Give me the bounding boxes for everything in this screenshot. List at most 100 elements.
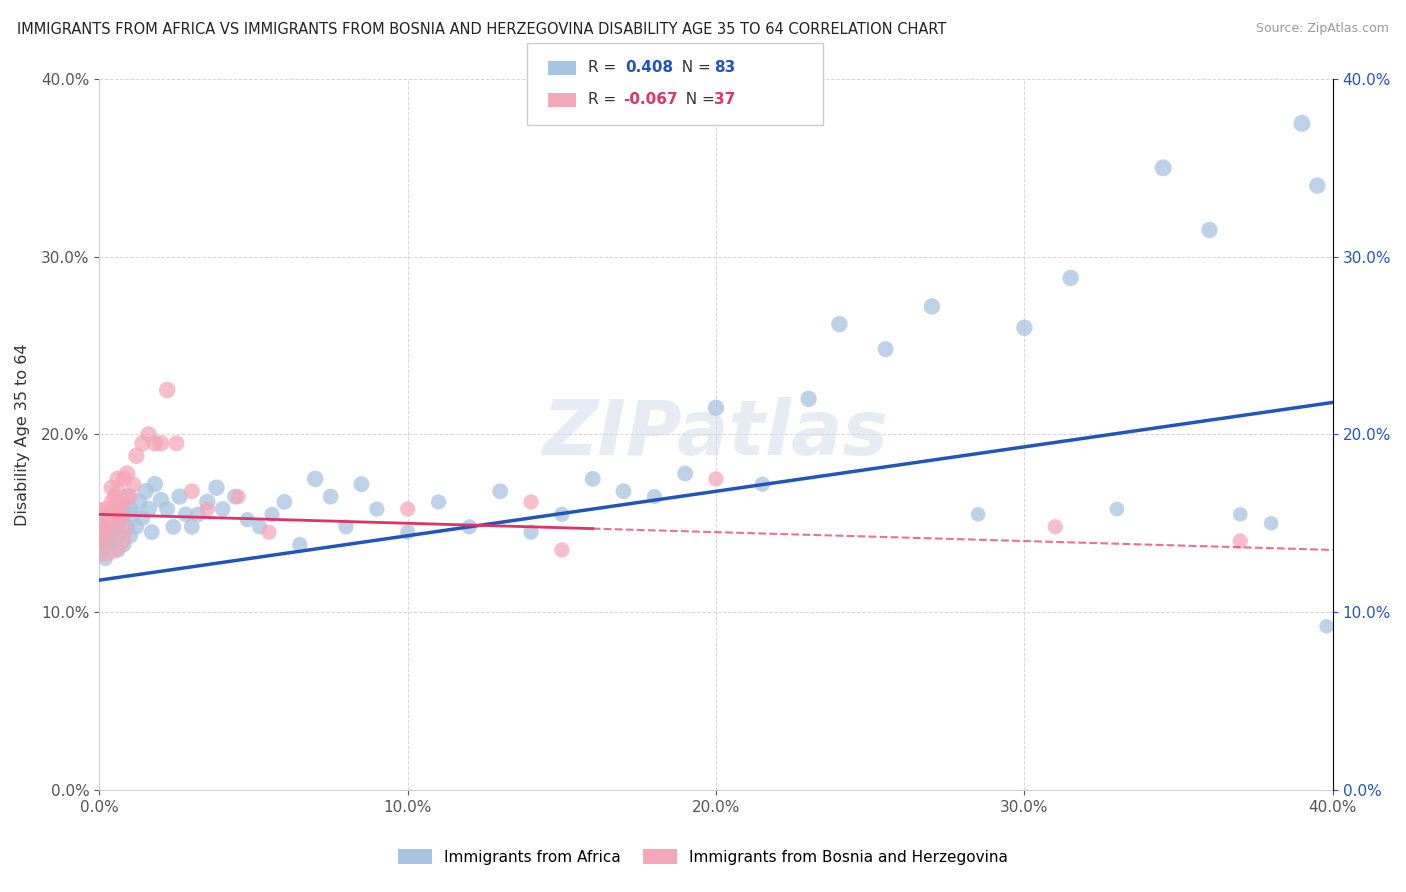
Point: [335, 520, 357, 534]
Text: R =: R =: [588, 61, 626, 75]
Point: [260, 508, 283, 522]
Point: [107, 543, 129, 558]
Point: [107, 495, 129, 509]
Point: [94, 538, 117, 552]
Text: 0.408: 0.408: [626, 61, 673, 75]
Point: [156, 502, 179, 516]
Point: [1045, 520, 1067, 534]
Point: [112, 472, 135, 486]
Point: [131, 436, 153, 450]
Point: [115, 490, 138, 504]
Point: [1291, 116, 1313, 130]
Point: [288, 538, 311, 552]
Point: [396, 502, 419, 516]
Text: N =: N =: [672, 61, 716, 75]
Point: [97, 538, 120, 552]
Point: [104, 516, 127, 531]
Point: [1198, 223, 1220, 237]
Point: [104, 513, 127, 527]
Point: [97, 513, 120, 527]
Point: [100, 495, 122, 509]
Point: [195, 495, 218, 509]
Point: [1014, 320, 1036, 334]
Point: [94, 502, 117, 516]
Point: [1105, 502, 1128, 516]
Point: [1060, 271, 1083, 285]
Point: [128, 495, 150, 509]
Point: [366, 502, 388, 516]
Point: [180, 520, 202, 534]
Point: [104, 490, 127, 504]
Text: R =: R =: [588, 93, 621, 107]
Point: [100, 525, 122, 540]
Point: [1229, 508, 1251, 522]
Point: [551, 508, 574, 522]
Point: [921, 300, 943, 314]
Point: [875, 342, 897, 356]
Point: [520, 525, 543, 540]
Point: [165, 436, 187, 450]
Point: [107, 520, 129, 534]
Point: [110, 511, 132, 525]
Point: [120, 490, 142, 504]
Point: [458, 520, 481, 534]
Point: [751, 477, 773, 491]
Y-axis label: Disability Age 35 to 64: Disability Age 35 to 64: [15, 343, 30, 525]
Text: 37: 37: [714, 93, 735, 107]
Point: [224, 490, 246, 504]
Point: [704, 401, 727, 415]
Point: [1316, 619, 1339, 633]
Point: [115, 520, 138, 534]
Point: [156, 383, 179, 397]
Point: [97, 520, 120, 534]
Point: [195, 502, 218, 516]
Text: N =: N =: [676, 93, 720, 107]
Point: [180, 484, 202, 499]
Point: [143, 436, 166, 450]
Point: [122, 508, 145, 522]
Point: [125, 520, 148, 534]
Point: [612, 484, 634, 499]
Point: [704, 472, 727, 486]
Point: [104, 502, 127, 516]
Point: [427, 495, 450, 509]
Point: [174, 508, 197, 522]
Text: ZIPatlas: ZIPatlas: [543, 398, 889, 471]
Point: [143, 477, 166, 491]
Point: [91, 543, 114, 558]
Point: [94, 520, 117, 534]
Point: [169, 490, 191, 504]
Point: [396, 525, 419, 540]
Point: [100, 529, 122, 543]
Point: [236, 513, 259, 527]
Point: [107, 472, 129, 486]
Point: [107, 484, 129, 499]
Point: [91, 534, 114, 549]
Point: [273, 495, 295, 509]
Point: [257, 525, 280, 540]
Point: [141, 525, 163, 540]
Point: [100, 508, 122, 522]
Point: [97, 531, 120, 545]
Point: [187, 508, 209, 522]
Point: [110, 495, 132, 509]
Legend: Immigrants from Africa, Immigrants from Bosnia and Herzegovina: Immigrants from Africa, Immigrants from …: [392, 843, 1014, 871]
Point: [104, 534, 127, 549]
Point: [249, 520, 271, 534]
Point: [828, 317, 851, 331]
Point: [1152, 161, 1174, 175]
Point: [582, 472, 605, 486]
Point: [350, 477, 373, 491]
Point: [304, 472, 326, 486]
Point: [112, 495, 135, 509]
Point: [150, 493, 173, 508]
Point: [319, 490, 342, 504]
Point: [112, 538, 135, 552]
Point: [100, 481, 122, 495]
Text: IMMIGRANTS FROM AFRICA VS IMMIGRANTS FROM BOSNIA AND HERZEGOVINA DISABILITY AGE : IMMIGRANTS FROM AFRICA VS IMMIGRANTS FRO…: [17, 22, 946, 37]
Point: [91, 525, 114, 540]
Point: [673, 467, 696, 481]
Point: [211, 502, 233, 516]
Point: [120, 529, 142, 543]
Point: [125, 449, 148, 463]
